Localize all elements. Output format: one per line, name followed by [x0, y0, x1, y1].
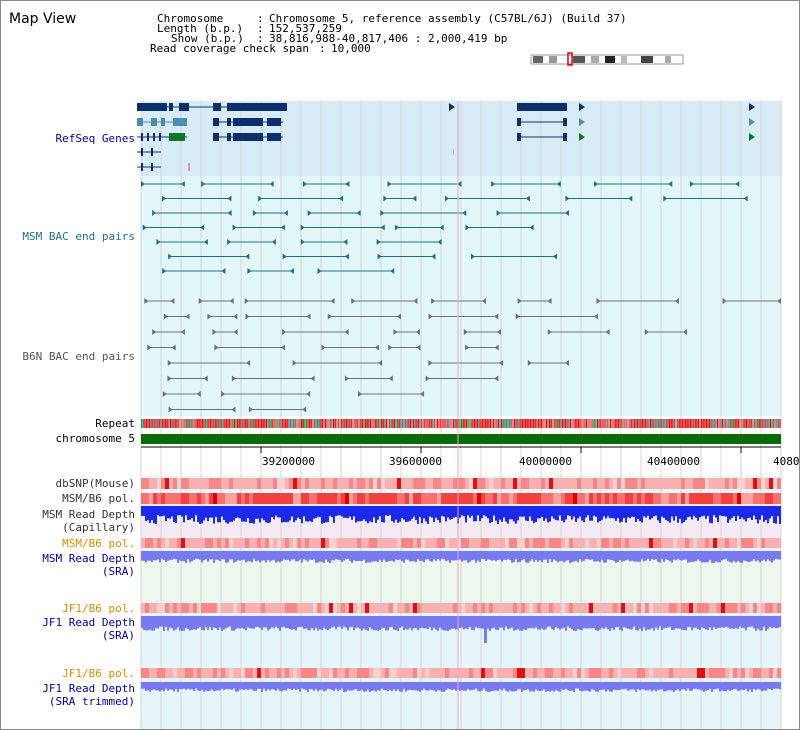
coverage-key: Read coverage check span — [150, 42, 309, 55]
refseq-genes-track — [137, 103, 755, 171]
repeat-track-label[interactable]: Repeat — [95, 417, 135, 430]
page-title: Map View — [9, 11, 77, 27]
msm-depth-sra-sublabel: (SRA) — [101, 565, 135, 578]
info-sep-2: : — [257, 22, 264, 35]
polymorphism-tracks — [141, 478, 781, 678]
info-sep-4: : — [319, 42, 326, 55]
info-sep-3: : — [257, 32, 264, 45]
jf1-depth-trimmed-label[interactable]: JF1 Read Depth — [42, 682, 135, 695]
chromosome-ideogram — [530, 52, 684, 66]
jf1-depth-sra-label[interactable]: JF1 Read Depth — [42, 616, 135, 629]
position-axis — [141, 446, 781, 453]
msm-pol2-track-label[interactable]: MSM/B6 pol. — [62, 537, 135, 550]
chromosome-value: Chromosome 5, reference assembly (C57BL/… — [269, 12, 627, 25]
axis-tick-label: 39600000 — [389, 455, 442, 468]
jf1-pol-track-label[interactable]: JF1/B6 pol. — [62, 602, 135, 615]
show-value: 38,816,988-40,817,406 : 2,000,419 bp — [269, 32, 508, 45]
length-key: Length (b.p.) — [157, 22, 244, 35]
msm-depth-sra-label[interactable]: MSM Read Depth — [42, 552, 135, 565]
info-sep-1: : — [257, 12, 264, 25]
repeat-track — [141, 419, 781, 428]
axis-tick-label: 4080 — [773, 455, 799, 468]
b6n-bac-track — [144, 298, 781, 413]
refseq-track-label[interactable]: RefSeq Genes — [55, 132, 135, 145]
jf1-depth-sra-sublabel: (SRA) — [101, 629, 135, 642]
axis-tick-label: 40000000 — [519, 455, 572, 468]
chromosome-bar — [141, 434, 781, 444]
axis-tick-label: 39200000 — [262, 455, 315, 468]
jf1-pol2-track-label[interactable]: JF1/B6 pol. — [62, 667, 135, 680]
jf1-depth-trimmed-sublabel: (SRA trimmed) — [48, 695, 135, 708]
msm-bac-track — [141, 181, 748, 274]
show-key: Show (b.p.) — [171, 32, 244, 45]
dbsnp-track-label[interactable]: dbSNP(Mouse) — [55, 477, 135, 490]
msm-depth-capillary-sublabel: (Capillary) — [62, 521, 135, 534]
msm-pol-track-label[interactable]: MSM/B6 pol. — [62, 492, 135, 505]
read-depth-tracks — [141, 506, 781, 692]
coverage-value: 10,000 — [331, 42, 371, 55]
b6n-bac-track-label[interactable]: B6N BAC end pairs — [22, 350, 135, 363]
chromosome-track-label: chromosome 5 — [55, 432, 135, 445]
msm-depth-capillary-label[interactable]: MSM Read Depth — [42, 508, 135, 521]
chromosome-key: Chromosome — [157, 12, 224, 25]
msm-bac-track-label[interactable]: MSM BAC end pairs — [22, 230, 135, 243]
axis-tick-label: 40400000 — [647, 455, 700, 468]
length-value: 152,537,259 — [269, 22, 342, 35]
